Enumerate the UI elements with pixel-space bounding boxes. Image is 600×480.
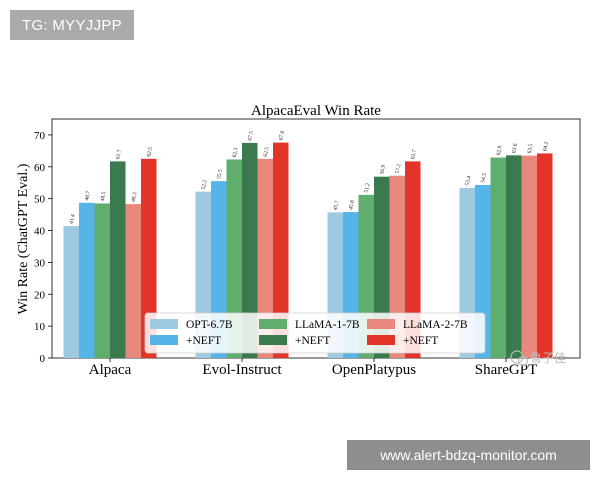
bar	[226, 159, 242, 358]
legend-label: LLaMA-1-7B	[295, 319, 360, 331]
y-tick-label: 70	[34, 130, 46, 142]
legend-label: +NEFT	[403, 335, 438, 347]
legend-label: +NEFT	[295, 335, 330, 347]
x-tick-label: ShareGPT	[475, 362, 538, 378]
y-tick-label: 0	[40, 353, 46, 365]
x-tick-label: Alpaca	[89, 362, 132, 378]
bar-value-label: 55.5	[216, 169, 224, 180]
bar-value-label: 63.6	[511, 143, 519, 154]
legend-box	[144, 312, 486, 354]
bar-value-label: 62.5	[146, 146, 154, 157]
y-tick-label: 20	[34, 289, 46, 301]
bar-value-label: 67.5	[247, 130, 255, 141]
bar	[506, 155, 522, 358]
legend-swatch	[150, 319, 178, 329]
y-ticks-group: 0 10 20 30 40 50 60 70	[34, 130, 52, 365]
bar	[79, 202, 95, 358]
bar-value-label: 48.3	[131, 192, 139, 203]
legend-label: OPT-6.7B	[186, 319, 233, 331]
bar	[110, 161, 126, 358]
bar-value-label: 57.2	[395, 163, 403, 174]
wechat-icon-small	[517, 355, 529, 367]
y-tick-label: 30	[34, 257, 46, 269]
bar	[94, 203, 110, 358]
bar-value-label: 56.9	[379, 164, 387, 175]
bar-value-label: 67.6	[278, 130, 286, 141]
y-tick-label: 60	[34, 162, 46, 174]
bar-value-label: 54.3	[480, 173, 488, 184]
watermark-text: 鲁子佳	[530, 351, 566, 365]
tg-badge: TG: MYYJJPP	[10, 10, 134, 40]
bar-value-label: 51.2	[364, 182, 372, 193]
bar-value-label: 64.2	[542, 141, 550, 152]
legend-swatch	[259, 335, 287, 345]
bar-value-label: 61.7	[410, 149, 418, 160]
legend-swatch	[367, 335, 395, 345]
bar	[257, 158, 273, 358]
legend-label: +NEFT	[186, 335, 221, 347]
bar-value-label: 62.5	[263, 146, 271, 157]
y-tick-label: 10	[34, 321, 46, 333]
bar	[141, 158, 157, 358]
bar	[405, 161, 421, 358]
bar-value-label: 53.4	[465, 175, 473, 186]
y-tick-label: 40	[34, 226, 46, 238]
bar	[521, 155, 537, 358]
x-tick-label: OpenPlatypus	[332, 362, 416, 378]
legend-label: LLaMA-2-7B	[403, 319, 468, 331]
bar-value-label: 48.7	[84, 190, 92, 201]
legend: OPT-6.7B +NEFT LLaMA-1-7B +NEFT LLaMA-2-7B +N…	[144, 312, 486, 354]
bar-value-label: 62.3	[232, 147, 240, 158]
bar	[389, 175, 405, 358]
bar-value-label: 45.7	[333, 200, 341, 211]
x-tick-label: Evol-Instruct	[202, 362, 282, 378]
bar-value-label: 41.4	[69, 214, 77, 225]
chart-title: AlpacaEval Win Rate	[251, 103, 381, 119]
y-tick-label: 50	[34, 194, 46, 206]
legend-swatch	[150, 335, 178, 345]
bar	[242, 142, 258, 358]
y-axis-label: Win Rate (ChatGPT Eval.)	[16, 163, 31, 314]
bar-value-label: 45.8	[348, 200, 356, 211]
bar	[273, 142, 289, 358]
bar-value-label: 61.7	[115, 149, 123, 160]
bar	[125, 204, 141, 358]
bar-value-label: 63.5	[527, 143, 535, 154]
url-badge[interactable]: www.alert-bdzq-monitor.com	[347, 440, 590, 470]
plot-frame	[51, 118, 581, 359]
bar-value-label: 62.9	[496, 145, 504, 156]
watermark: 鲁子佳	[510, 350, 566, 367]
bar	[63, 226, 79, 358]
bar-value-label: 48.5	[100, 191, 108, 202]
bar	[490, 157, 506, 358]
legend-swatch	[259, 319, 287, 329]
bar-value-label: 52.2	[201, 179, 209, 190]
x-ticks-group: Alpaca Evol-Instruct OpenPlatypus ShareGPT	[89, 358, 537, 378]
bar	[537, 153, 553, 358]
legend-swatch	[367, 319, 395, 329]
